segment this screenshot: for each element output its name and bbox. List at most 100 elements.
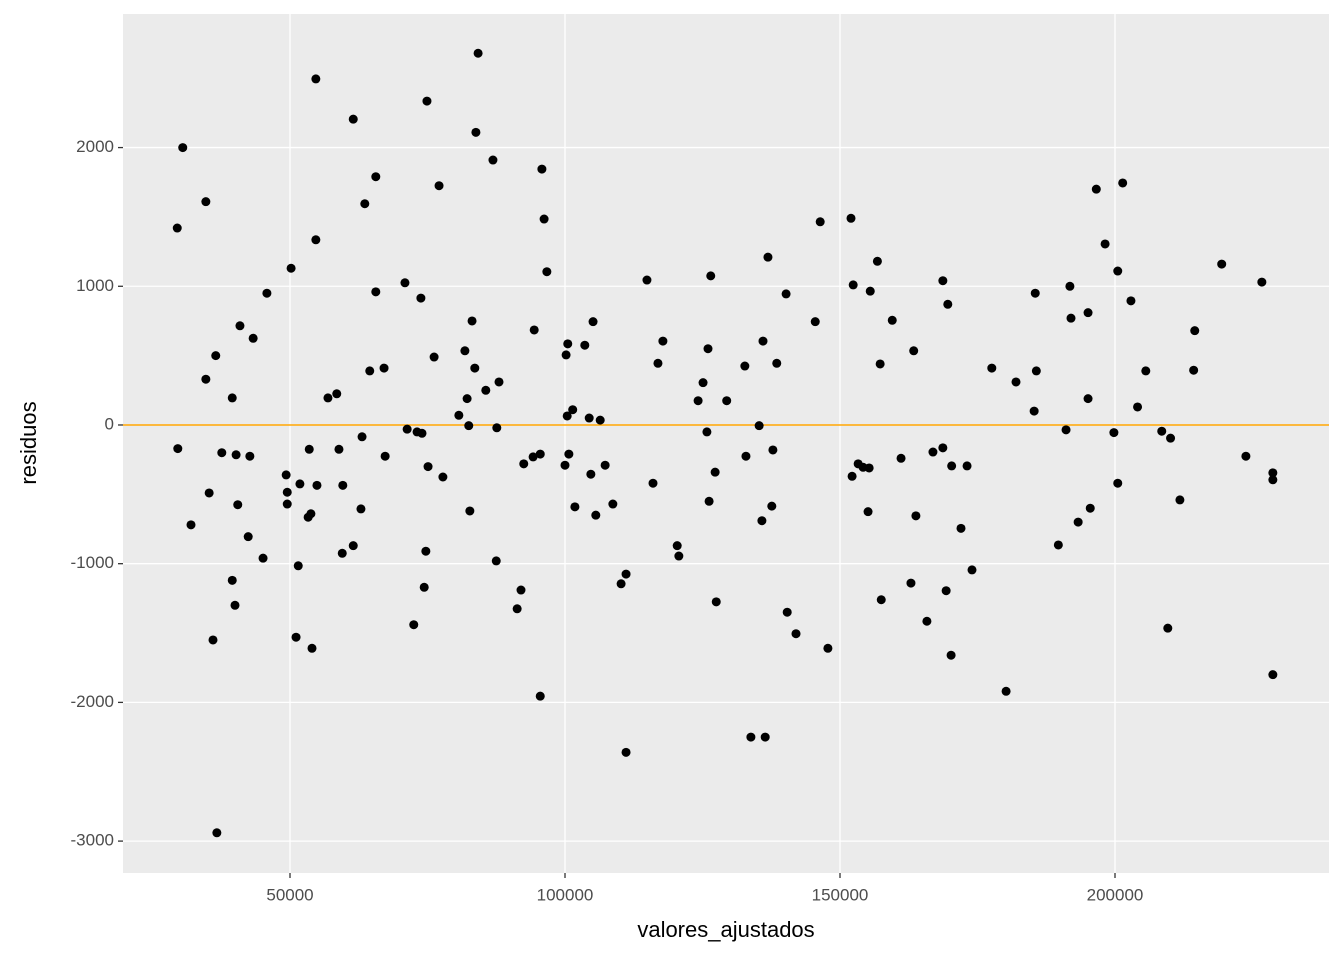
point	[357, 432, 367, 442]
point	[711, 597, 721, 607]
point	[600, 460, 610, 470]
y-tick-label: -1000	[71, 553, 114, 572]
point	[248, 333, 258, 343]
point	[481, 385, 491, 395]
point	[1113, 478, 1123, 488]
x-tick-label: 150000	[812, 885, 869, 904]
point	[379, 363, 389, 373]
point	[494, 377, 504, 387]
point	[419, 582, 429, 592]
point	[616, 579, 626, 589]
point	[173, 444, 183, 454]
point	[434, 181, 444, 191]
x-tick-label: 100000	[537, 885, 594, 904]
point	[896, 453, 906, 463]
point	[400, 278, 410, 288]
point	[1001, 686, 1011, 696]
point	[947, 461, 957, 471]
point	[1083, 308, 1093, 318]
point	[262, 288, 272, 298]
point	[1190, 326, 1200, 336]
point	[741, 451, 751, 461]
point	[282, 487, 292, 497]
point	[535, 691, 545, 701]
point	[178, 143, 188, 153]
point	[562, 411, 572, 421]
point	[464, 421, 474, 431]
point	[535, 449, 545, 459]
x-tick-label: 50000	[266, 885, 313, 904]
point	[227, 575, 237, 585]
point	[987, 363, 997, 373]
point	[740, 361, 750, 371]
point	[512, 604, 522, 614]
point	[580, 340, 590, 350]
point	[1091, 184, 1101, 194]
point	[1166, 433, 1176, 443]
point	[561, 350, 571, 360]
point	[235, 321, 245, 331]
point	[348, 114, 358, 124]
point	[293, 561, 303, 571]
point	[304, 444, 314, 454]
point	[1061, 425, 1071, 435]
point	[291, 632, 301, 642]
point	[848, 280, 858, 290]
point	[1175, 495, 1185, 505]
point	[906, 578, 916, 588]
point	[754, 421, 764, 431]
point	[763, 252, 773, 262]
point	[706, 271, 716, 281]
point	[1073, 517, 1083, 527]
point	[539, 214, 549, 224]
y-tick-label: 0	[105, 414, 114, 433]
point	[332, 389, 342, 399]
point	[454, 410, 464, 420]
point	[516, 585, 526, 595]
point	[672, 541, 682, 551]
point	[470, 363, 480, 373]
point	[938, 443, 948, 453]
y-tick-label: -2000	[71, 692, 114, 711]
point	[348, 541, 358, 551]
point	[758, 336, 768, 346]
point	[698, 378, 708, 388]
point	[928, 447, 938, 457]
point	[791, 629, 801, 639]
point	[642, 275, 652, 285]
point	[865, 286, 875, 296]
point	[462, 394, 472, 404]
point	[356, 504, 366, 514]
point	[810, 317, 820, 327]
point	[438, 472, 448, 482]
point	[471, 127, 481, 137]
x-tick-label: 200000	[1087, 885, 1144, 904]
point	[311, 74, 321, 84]
point	[1268, 475, 1278, 485]
point	[887, 315, 897, 325]
point	[909, 346, 919, 356]
point	[648, 478, 658, 488]
point	[417, 428, 427, 438]
point	[962, 461, 972, 471]
point	[1268, 468, 1278, 478]
point	[306, 509, 316, 519]
point	[1113, 266, 1123, 276]
point	[1031, 366, 1041, 376]
y-axis-title: residuos	[16, 401, 41, 484]
point	[1126, 296, 1136, 306]
point	[201, 374, 211, 384]
point	[172, 223, 182, 233]
point	[1268, 670, 1278, 680]
point	[1029, 406, 1039, 416]
point	[847, 471, 857, 481]
y-tick-label: 1000	[76, 276, 114, 295]
point	[568, 405, 578, 415]
point	[429, 352, 439, 362]
point	[204, 488, 214, 498]
point	[334, 444, 344, 454]
point	[286, 263, 296, 273]
point	[767, 501, 777, 511]
point	[307, 643, 317, 653]
point	[460, 346, 470, 356]
